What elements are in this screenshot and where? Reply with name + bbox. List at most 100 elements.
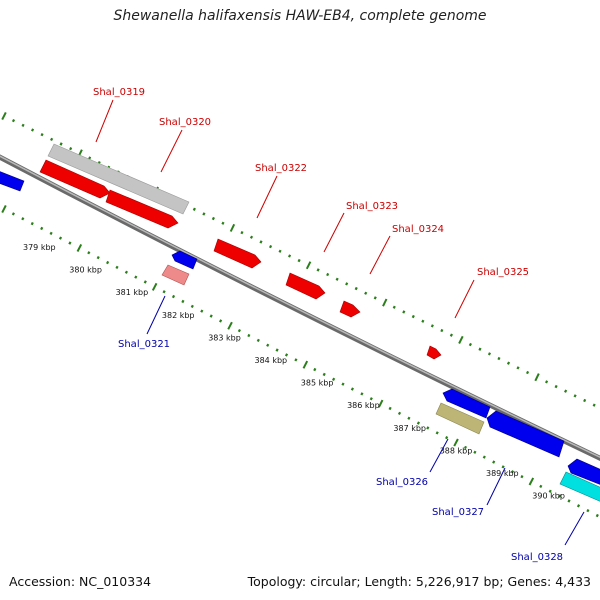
gene-label-shal-0319[interactable]: Shal_0319	[93, 87, 145, 98]
inner-minor-tick	[416, 421, 420, 425]
inner-minor-tick	[21, 217, 25, 221]
outer-minor-tick	[316, 268, 320, 272]
outer-minor-tick	[31, 128, 35, 132]
outer-major-tick	[229, 223, 236, 232]
inner-major-tick	[378, 399, 384, 408]
gene-shal-0327[interactable]	[486, 410, 565, 458]
gene-shal-0321-a[interactable]	[171, 250, 198, 270]
forward-gene-features	[39, 143, 442, 360]
outer-minor-tick	[345, 282, 349, 286]
inner-minor-tick	[284, 353, 289, 357]
gene-label-shal-0328[interactable]: Shal_0328	[511, 552, 563, 563]
inner-major-tick	[151, 282, 158, 291]
inner-major-tick	[76, 243, 83, 252]
outer-minor-tick	[211, 216, 215, 221]
outer-minor-tick	[583, 398, 587, 403]
gene-shal-0324[interactable]	[339, 300, 361, 318]
reverse-gene-features	[0, 170, 600, 503]
inner-minor-tick	[445, 435, 449, 440]
gene-label-shal-0324[interactable]: Shal_0324	[392, 224, 444, 235]
inner-minor-tick	[162, 290, 166, 294]
inner-tick-track	[1, 204, 599, 518]
outer-minor-tick	[326, 272, 330, 277]
inner-minor-tick	[539, 484, 543, 489]
inner-minor-tick	[49, 231, 53, 236]
outer-minor-tick	[516, 366, 520, 370]
inner-minor-tick	[87, 251, 91, 255]
inner-minor-tick	[106, 260, 110, 265]
gene-label-shal-0326[interactable]: Shal_0326	[376, 477, 428, 488]
gene-shal-0319[interactable]	[47, 143, 190, 215]
inner-minor-tick	[247, 333, 251, 338]
outer-minor-tick	[392, 305, 396, 309]
gene-shal-0326-a[interactable]	[442, 388, 491, 419]
outer-minor-tick	[202, 212, 206, 216]
inner-minor-tick	[332, 377, 336, 381]
inner-minor-tick	[219, 319, 223, 323]
label-leaders	[95, 99, 585, 546]
inner-minor-tick	[171, 294, 176, 299]
inner-minor-tick	[397, 411, 402, 416]
outer-minor-tick	[269, 244, 273, 249]
outer-minor-tick	[411, 314, 415, 319]
gene-shal-0321-b[interactable]	[161, 264, 190, 286]
outer-minor-tick	[249, 235, 254, 239]
outer-minor-tick	[288, 254, 292, 258]
outer-minor-tick	[592, 403, 596, 407]
inner-minor-tick	[435, 431, 439, 435]
tick-label-9: 388 kbp	[440, 446, 473, 455]
inner-minor-tick	[237, 328, 241, 333]
inner-minor-tick	[275, 348, 279, 352]
inner-minor-tick	[510, 470, 515, 474]
gene-label-shal-0321[interactable]: Shal_0321	[118, 339, 170, 350]
inner-minor-tick	[11, 212, 15, 216]
outer-minor-tick	[221, 221, 225, 225]
outer-minor-tick	[478, 347, 482, 351]
gene-shal-0320-a[interactable]	[39, 159, 111, 199]
tick-label-1: 380 kbp	[69, 266, 102, 275]
gene-shal-0320-b[interactable]	[105, 189, 179, 229]
gene-shal-0323[interactable]	[285, 272, 326, 300]
tick-label-6: 385 kbp	[301, 379, 334, 388]
outer-minor-tick	[564, 389, 568, 393]
gene-label-shal-0322[interactable]: Shal_0322	[255, 163, 307, 174]
topology-text: Topology: circular; Length: 5,226,917 bp…	[247, 574, 591, 589]
gene-labels: Shal_0319 Shal_0320 Shal_0322 Shal_0323 …	[93, 87, 563, 563]
inner-minor-tick	[134, 275, 138, 279]
gene-shal-0325[interactable]	[426, 345, 442, 360]
outer-major-tick	[534, 373, 540, 382]
gene-shal-0328[interactable]	[559, 471, 600, 503]
gene-label-shal-0320[interactable]: Shal_0320	[159, 117, 211, 128]
inner-minor-tick	[388, 406, 392, 411]
inner-minor-tick	[586, 508, 590, 513]
outer-minor-tick	[278, 249, 282, 253]
tick-label-2: 381 kbp	[116, 288, 149, 297]
gene-shal-0322[interactable]	[213, 238, 262, 269]
outer-minor-tick	[421, 319, 425, 323]
inner-minor-tick	[341, 382, 345, 386]
outer-minor-tick	[40, 133, 44, 137]
gene-shal-0326-b[interactable]	[435, 402, 485, 435]
outer-minor-tick	[335, 277, 339, 281]
outer-major-tick	[305, 261, 312, 270]
outer-minor-tick	[440, 328, 444, 333]
outer-tick-track	[1, 111, 596, 407]
gene-left-edge[interactable]	[0, 170, 25, 192]
gene-label-shal-0325[interactable]: Shal_0325	[477, 267, 529, 278]
outer-minor-tick	[506, 361, 511, 365]
inner-minor-tick	[501, 465, 505, 469]
outer-minor-tick	[526, 370, 530, 375]
inner-minor-tick	[473, 450, 477, 454]
gene-label-shal-0323[interactable]: Shal_0323	[346, 201, 398, 212]
inner-major-tick	[1, 204, 7, 214]
outer-minor-tick	[468, 342, 472, 347]
inner-minor-tick	[58, 236, 63, 240]
inner-minor-tick	[115, 265, 119, 270]
inner-minor-tick	[190, 304, 194, 309]
tick-label-11: 390 kbp	[532, 492, 565, 501]
inner-minor-tick	[294, 358, 298, 362]
outer-major-tick	[458, 335, 464, 344]
inner-minor-tick	[30, 221, 34, 226]
gene-label-shal-0327[interactable]: Shal_0327	[432, 507, 484, 518]
inner-minor-tick	[492, 460, 496, 464]
